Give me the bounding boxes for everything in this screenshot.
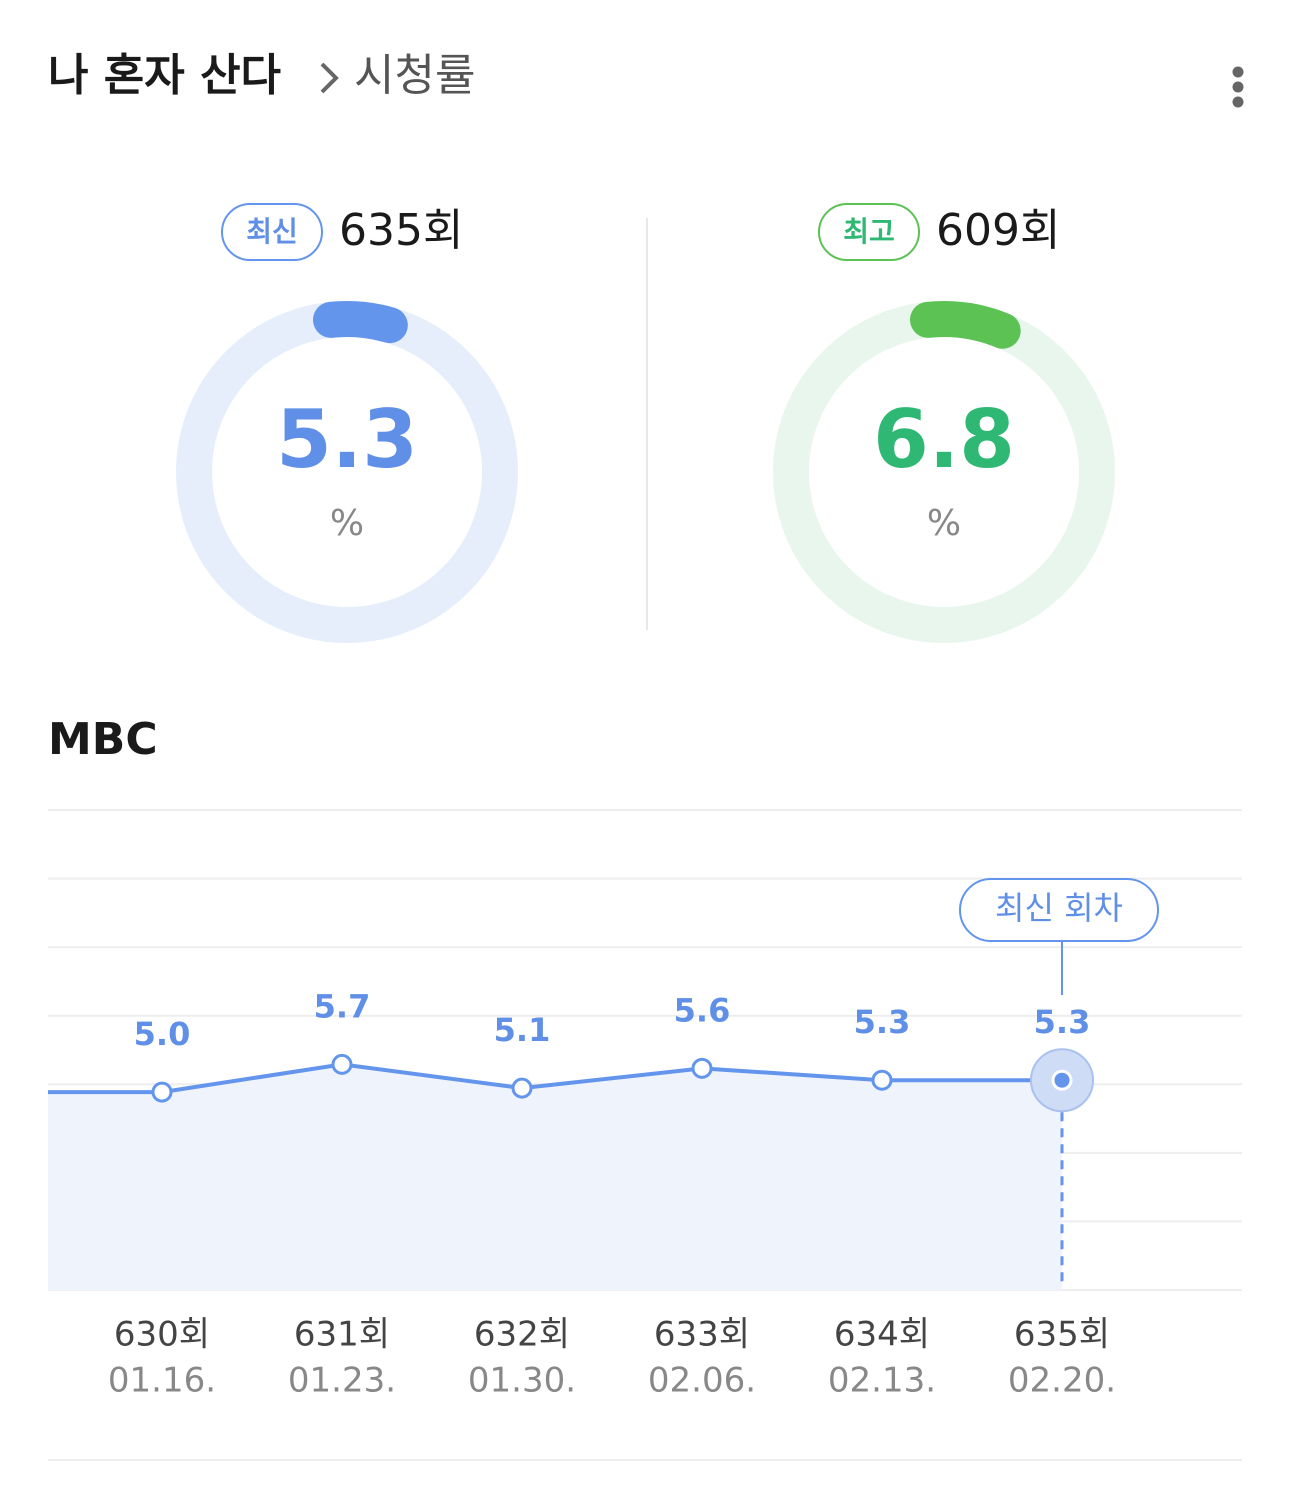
gauge-unit: %	[330, 503, 364, 544]
point	[331, 1053, 353, 1075]
subtitle: 시청률	[354, 50, 475, 101]
point	[511, 1077, 533, 1099]
point	[691, 1057, 713, 1079]
gauge-arc	[910, 301, 1021, 349]
badge	[221, 203, 323, 261]
value-label: 5.7	[314, 987, 371, 1025]
point	[151, 1081, 173, 1103]
annotation-box	[959, 878, 1159, 942]
gauge-arc	[313, 301, 408, 344]
area	[48, 1064, 1062, 1290]
x-tick-label: 633회	[654, 1315, 750, 1355]
x-tick-label: 635회	[1014, 1315, 1110, 1355]
value-label: 5.6	[674, 991, 731, 1029]
x-date-label: 02.20.	[1008, 1361, 1116, 1401]
value-label: 5.3	[1034, 1003, 1091, 1041]
x-tick-label: 632회	[474, 1315, 570, 1355]
annotation: 최신 회차	[995, 889, 1123, 927]
x-tick-label: 634회	[834, 1315, 930, 1355]
value-label: 5.3	[854, 1003, 911, 1041]
value-label: 5.1	[494, 1011, 551, 1049]
x-tick-label: 630회	[114, 1315, 210, 1355]
title[interactable]: 나 혼자 산다	[48, 50, 281, 101]
episode: 609회	[936, 205, 1060, 256]
x-date-label: 02.13.	[828, 1361, 936, 1401]
badge	[818, 203, 920, 261]
gauge-unit: %	[927, 503, 961, 544]
badge-text: 최신	[246, 215, 298, 248]
badge-text: 최고	[843, 215, 895, 248]
x-date-label: 02.06.	[648, 1361, 756, 1401]
point	[871, 1069, 893, 1091]
x-date-label: 01.23.	[288, 1361, 396, 1401]
value-label: 5.0	[134, 1015, 191, 1053]
gauge-value: 5.3	[276, 393, 418, 486]
x-date-label: 01.16.	[108, 1361, 216, 1401]
episode: 635회	[339, 205, 463, 256]
more-button[interactable]	[1232, 66, 1244, 108]
point	[1051, 1069, 1073, 1091]
x-date-label: 01.30.	[468, 1361, 576, 1401]
x-tick-label: 631회	[294, 1315, 390, 1355]
gauge-value: 6.8	[873, 393, 1015, 486]
chevron	[320, 62, 339, 94]
chart-title: MBC	[48, 714, 158, 765]
